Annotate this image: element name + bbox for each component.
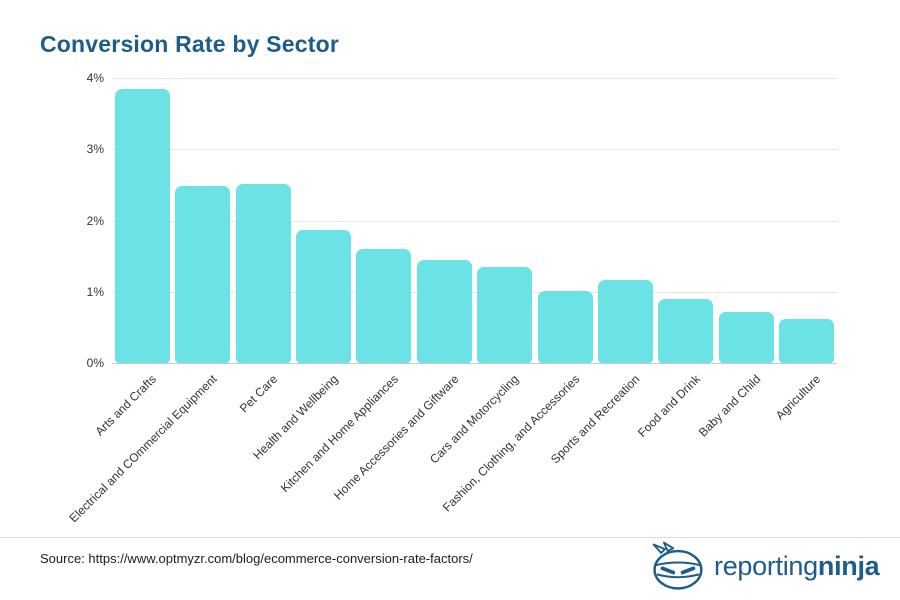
page-title: Conversion Rate by Sector	[40, 31, 339, 57]
bar-food-and-drink	[658, 298, 714, 363]
footer-divider	[0, 537, 900, 538]
gridline-2%	[112, 220, 837, 222]
bar-chart-plot-area: 0% 1% 2% 3% 4% Arts and Crafts Electrical and …	[66, 71, 837, 525]
bar-electrical-and-commercial-equipment	[175, 185, 231, 363]
bar-baby-and-child	[718, 312, 774, 363]
source-text: Source: https://www.optmyzr.com/blog/eco…	[40, 551, 473, 566]
gridline-4%	[112, 78, 837, 79]
logo-text-regular: reporting	[714, 551, 818, 581]
y-axis-tick-label: 4%	[86, 71, 104, 85]
bar-sports-and-recreation	[598, 279, 654, 363]
x-axis-tick-label: Baby and Child	[695, 372, 764, 440]
logo-wordmark: reportingninja	[714, 542, 880, 590]
reportingninja-logo: reportingninja	[648, 541, 880, 591]
bar-arts-and-crafts	[114, 89, 170, 363]
x-axis-tick-label: Food and Drink	[634, 372, 703, 440]
bar-agriculture	[779, 318, 835, 363]
y-axis-tick-label: 0%	[86, 356, 104, 370]
bar-kitchen-and-home-appliances	[356, 249, 412, 363]
gridline-1%	[112, 291, 837, 293]
bar-cars-and-motorcycling	[477, 266, 533, 363]
bar-pet-care	[235, 184, 291, 363]
x-axis-tick-label: Home Accessories and Giftware	[330, 372, 462, 503]
ninja-icon	[652, 541, 703, 590]
gridline-3%	[112, 149, 837, 151]
y-axis-tick-label: 3%	[86, 142, 104, 157]
x-axis-tick-label: Kitchen and Home Appliances	[277, 372, 401, 496]
y-axis-tick-label: 2%	[86, 213, 104, 228]
x-axis-tick-label: Arts and Crafts	[92, 372, 160, 439]
bar-health-and-wellbeing	[295, 229, 351, 363]
bar-fashion-clothing-and-accessories	[537, 291, 593, 363]
logo-text-bold: ninja	[817, 551, 880, 581]
bar-home-accessories-and-giftware	[416, 259, 472, 363]
x-axis-tick-label: Agriculture	[773, 372, 824, 423]
x-axis-tick-label: Pet Care	[236, 372, 280, 416]
y-axis-tick-label: 1%	[86, 284, 104, 299]
gridline-0%	[112, 363, 837, 364]
